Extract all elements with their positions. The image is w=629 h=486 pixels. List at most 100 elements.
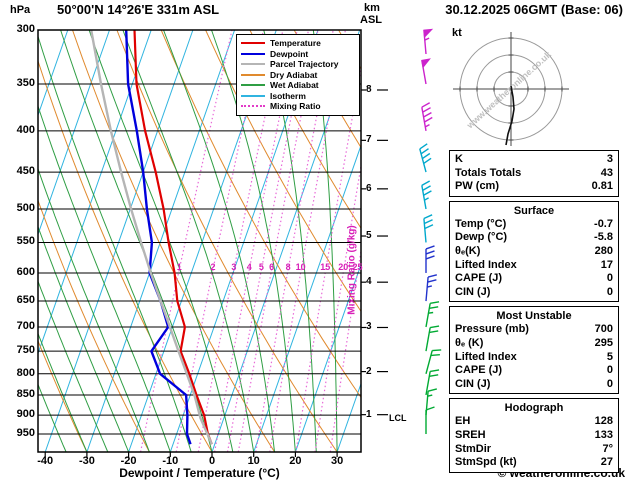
- legend-label: Isotherm: [270, 90, 306, 101]
- legend-label: Dry Adiabat: [270, 69, 318, 80]
- legend-line-sample: [241, 84, 265, 87]
- asl-axis-unit: ASL: [360, 14, 382, 26]
- legend: Temperature Dewpoint Parcel Trajectory Dry …: [236, 34, 360, 116]
- km-tick-label: 6: [366, 182, 372, 194]
- isotherm-lines: [38, 30, 361, 452]
- stat-row: Dewp (°C) -5.8: [455, 231, 613, 245]
- stat-row: Temp (°C) -0.7: [455, 218, 613, 232]
- stat-value: 295: [594, 336, 613, 349]
- datetime-label: 30.12.2025 06GMT (Base: 06): [445, 2, 623, 17]
- stat-value: 0.81: [591, 180, 613, 193]
- km-tick-label: 3: [366, 321, 372, 333]
- stat-row: PW (cm) 0.81: [455, 180, 613, 194]
- pressure-axis-unit: hPa: [10, 4, 31, 16]
- stat-label: K: [455, 153, 463, 165]
- pressure-tick-label: 300: [16, 23, 35, 35]
- stat-label: StmDir: [455, 442, 492, 455]
- stat-label: EH: [455, 415, 471, 428]
- stat-label: Dewp (°C): [455, 231, 508, 244]
- x-axis-label: Dewpoint / Temperature (°C): [119, 466, 280, 480]
- stat-value: 3: [606, 153, 613, 165]
- axis-ticks: [44, 89, 388, 457]
- mixing-ratio-value-label: 4: [246, 262, 252, 272]
- km-tick-label: 5: [366, 230, 372, 242]
- wind-barbs: [419, 28, 442, 435]
- legend-item: Dry Adiabat: [241, 70, 355, 81]
- stats-panel: K 3 Totals Totals 43 PW (cm) 0.81 Surface Temp …: [449, 150, 619, 477]
- stat-row: θₑ(K) 280: [455, 245, 613, 259]
- km-tick-label: 4: [366, 276, 372, 288]
- legend-item: Wet Adiabat: [241, 80, 355, 91]
- pressure-tick-label: 550: [16, 235, 35, 248]
- stat-value: 7°: [602, 442, 613, 455]
- stat-row: CIN (J) 0: [455, 286, 613, 300]
- temp-tick-label: 10: [247, 455, 260, 467]
- stat-row: StmSpd (kt) 27: [455, 456, 613, 470]
- legend-line-sample: [241, 73, 265, 76]
- pressure-tick-label: 500: [16, 202, 35, 215]
- km-tick-label: 2: [366, 365, 372, 377]
- stat-row: EH 128: [455, 415, 613, 429]
- temp-tick-label: 30: [330, 455, 344, 467]
- legend-line-sample: [241, 94, 265, 97]
- stat-value: 0: [606, 272, 613, 285]
- stat-label: SREH: [455, 428, 486, 441]
- stat-value: 280: [594, 244, 613, 257]
- km-axis-unit: km: [364, 2, 380, 14]
- stat-value: 43: [600, 166, 613, 179]
- stat-value: 5: [606, 350, 613, 363]
- plot-frame: [37, 29, 362, 453]
- legend-line-sample: [241, 105, 265, 108]
- legend-item: Parcel Trajectory: [241, 59, 355, 70]
- parcel-trajectory-curve: [90, 30, 213, 445]
- stat-label: Totals Totals: [455, 166, 522, 179]
- temp-tick-label: -10: [162, 455, 179, 467]
- pressure-tick-label: 900: [16, 408, 35, 421]
- stat-label: Temp (°C): [455, 217, 507, 230]
- pressure-tick-label: 600: [16, 265, 35, 278]
- temperature-curve: [133, 30, 213, 445]
- stats-section-header: Hodograph: [504, 402, 564, 415]
- temp-tick-label: -30: [78, 455, 95, 467]
- stats-section: Hodograph EH 128 SREH 133 StmDir 7° StmSpd (kt)…: [449, 398, 619, 473]
- mixing-ratio-value-label: 6: [269, 262, 275, 272]
- legend-label: Temperature: [270, 38, 321, 49]
- km-tick-label: 1: [366, 408, 372, 420]
- stat-label: StmSpd (kt): [455, 456, 517, 469]
- profile-curves: [90, 30, 213, 445]
- legend-label: Parcel Trajectory: [270, 59, 339, 70]
- stat-row: CAPE (J) 0: [455, 364, 613, 378]
- stat-row: StmDir 7°: [455, 443, 613, 457]
- hodograph-trace: [505, 85, 515, 146]
- stat-label: Pressure (mb): [455, 323, 529, 336]
- stats-section-header: Most Unstable: [496, 310, 572, 323]
- legend-item: Isotherm: [241, 91, 355, 102]
- temp-tick-label: 20: [289, 455, 302, 467]
- pressure-tick-label: 850: [16, 388, 35, 401]
- stat-value: 0: [606, 377, 613, 390]
- legend-label: Mixing Ratio: [270, 101, 321, 112]
- legend-line-sample: [241, 52, 265, 55]
- pressure-tick-label: 950: [16, 427, 35, 440]
- station-title: 50°00'N 14°26'E 331m ASL: [57, 2, 220, 17]
- temp-tick-label: -40: [37, 455, 54, 467]
- stat-label: θₑ(K): [455, 244, 481, 257]
- pressure-tick-label: 400: [16, 123, 35, 136]
- stat-row: Lifted Index 5: [455, 351, 613, 365]
- stat-value: -5.8: [594, 231, 613, 244]
- stats-section: K 3 Totals Totals 43 PW (cm) 0.81: [449, 150, 619, 197]
- pressure-tick-label: 650: [16, 294, 35, 306]
- stat-row: Totals Totals 43: [455, 167, 613, 181]
- temp-tick-label: -20: [120, 455, 137, 467]
- legend-label: Dewpoint: [270, 48, 309, 59]
- stat-value: 27: [600, 456, 613, 469]
- stat-row: CAPE (J) 0: [455, 272, 613, 286]
- pressure-tick-label: 450: [16, 165, 35, 178]
- pressure-tick-label: 350: [16, 77, 35, 90]
- legend-label: Wet Adiabat: [270, 80, 319, 91]
- stat-value: 133: [594, 428, 613, 441]
- stats-section-header: Surface: [513, 204, 555, 217]
- pressure-tick-label: 700: [16, 319, 35, 332]
- mixing-ratio-value-label: 5: [258, 262, 264, 272]
